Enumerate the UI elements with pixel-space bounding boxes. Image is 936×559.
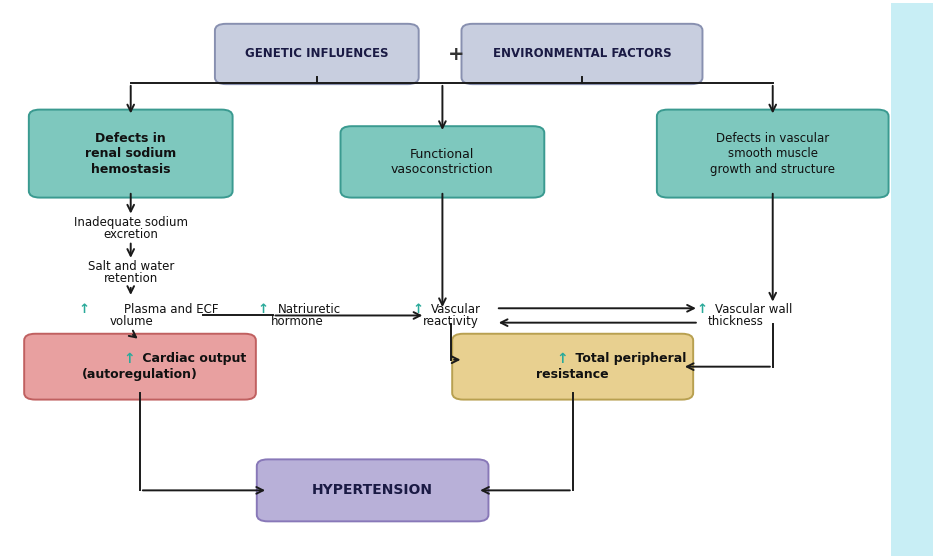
Text: ↑: ↑ xyxy=(697,303,708,316)
Text: HYPERTENSION: HYPERTENSION xyxy=(312,484,433,498)
Text: ENVIRONMENTAL FACTORS: ENVIRONMENTAL FACTORS xyxy=(492,48,671,60)
Text: Inadequate sodium: Inadequate sodium xyxy=(74,216,188,229)
Text: ↑: ↑ xyxy=(124,352,136,366)
Text: ↑: ↑ xyxy=(412,303,423,316)
Text: +: + xyxy=(447,45,464,64)
Text: Vascular wall: Vascular wall xyxy=(715,303,793,316)
FancyBboxPatch shape xyxy=(256,459,489,522)
Bar xyxy=(891,3,933,556)
Text: Defects in vascular: Defects in vascular xyxy=(716,131,829,145)
Text: reactivity: reactivity xyxy=(423,315,479,328)
Text: retention: retention xyxy=(104,272,158,286)
Text: thickness: thickness xyxy=(708,315,764,328)
Text: hemostasis: hemostasis xyxy=(91,163,170,176)
Text: resistance: resistance xyxy=(536,368,609,381)
Text: excretion: excretion xyxy=(104,228,158,241)
FancyBboxPatch shape xyxy=(657,110,888,197)
Text: renal sodium: renal sodium xyxy=(85,147,176,160)
Text: Plasma and ECF: Plasma and ECF xyxy=(124,303,218,316)
Text: Total peripheral: Total peripheral xyxy=(571,352,686,366)
Text: GENETIC INFLUENCES: GENETIC INFLUENCES xyxy=(245,48,388,60)
FancyBboxPatch shape xyxy=(461,24,703,84)
FancyBboxPatch shape xyxy=(341,126,545,197)
Text: volume: volume xyxy=(110,315,154,328)
Text: Defects in: Defects in xyxy=(95,131,166,145)
Text: Salt and water: Salt and water xyxy=(88,260,174,273)
Text: ↑: ↑ xyxy=(556,352,568,366)
FancyBboxPatch shape xyxy=(452,334,694,400)
FancyBboxPatch shape xyxy=(215,24,418,84)
Text: growth and structure: growth and structure xyxy=(710,163,835,176)
Text: vasoconstriction: vasoconstriction xyxy=(391,163,493,176)
Text: Vascular: Vascular xyxy=(431,303,481,316)
Text: hormone: hormone xyxy=(271,315,323,328)
FancyBboxPatch shape xyxy=(24,334,256,400)
Text: smooth muscle: smooth muscle xyxy=(727,147,818,160)
FancyBboxPatch shape xyxy=(29,110,233,197)
Text: ↑: ↑ xyxy=(257,303,269,316)
Text: Cardiac output: Cardiac output xyxy=(139,352,246,366)
Text: Natriuretic: Natriuretic xyxy=(278,303,342,316)
Text: Functional: Functional xyxy=(410,148,475,160)
Text: (autoregulation): (autoregulation) xyxy=(82,368,197,381)
Text: ↑: ↑ xyxy=(79,303,89,316)
